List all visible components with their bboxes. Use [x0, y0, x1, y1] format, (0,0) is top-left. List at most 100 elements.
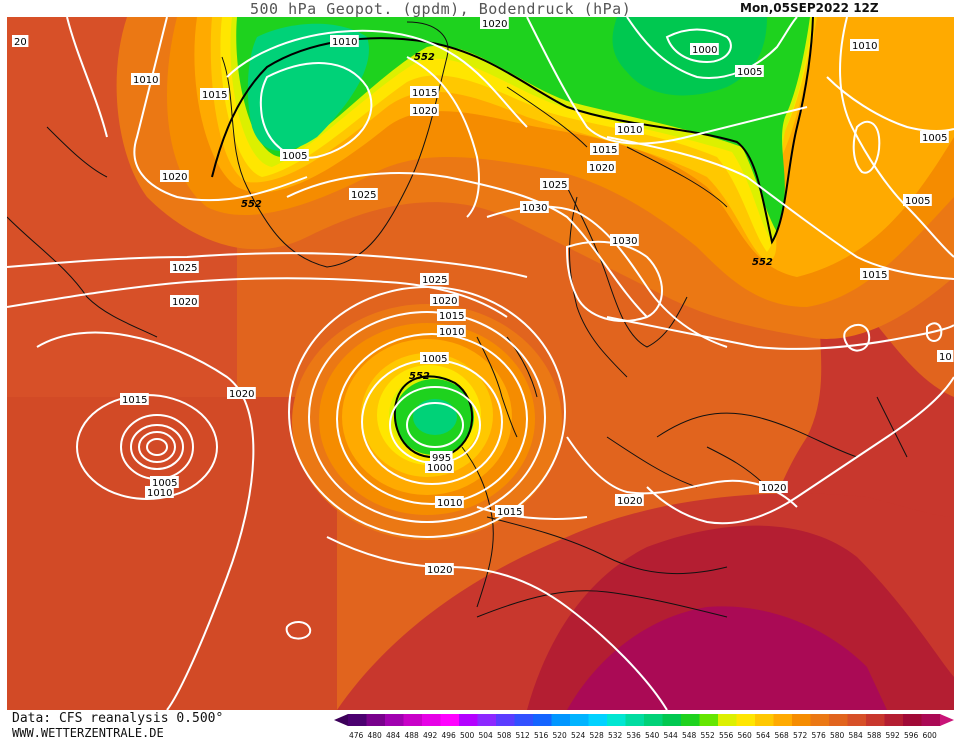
legend-swatch: [588, 714, 608, 726]
height-label-text: 552: [241, 199, 262, 210]
isobar-label: 1020: [410, 104, 439, 117]
legend-tick-label: 484: [386, 731, 401, 740]
legend-tick-label: 488: [405, 731, 420, 740]
isobar-label: 1010: [330, 35, 359, 48]
legend-tick-label: 552: [701, 731, 716, 740]
legend-tick-label: 528: [590, 731, 605, 740]
isobar-label: 1005: [420, 352, 449, 365]
isobar-label-text: 1020: [482, 19, 507, 30]
legend-swatch: [625, 714, 645, 726]
legend-tick-label: 520: [553, 731, 568, 740]
legend-swatch: [496, 714, 515, 726]
isobar-label: 1000: [425, 461, 454, 474]
legend-swatch: [736, 714, 756, 726]
legend-tick-label: 588: [867, 731, 882, 740]
isobar-label-text: 1015: [439, 311, 464, 322]
isobar-label: 995: [430, 451, 453, 464]
legend-tick-label: 580: [830, 731, 845, 740]
isobar-label-text: 1020: [589, 163, 614, 174]
legend-tick-label: 556: [719, 731, 734, 740]
isobar-label: 1010: [437, 325, 466, 338]
legend-tick-label: 536: [627, 731, 642, 740]
map-title: 500 hPa Geopot. (gpdm), Bodendruck (hPa): [250, 0, 632, 18]
isobar-label-text: 1020: [617, 496, 642, 507]
isobar-label-text: 1020: [162, 172, 187, 183]
height-label: 552: [409, 371, 430, 382]
legend-swatch: [773, 714, 793, 726]
height-label-text: 552: [752, 257, 773, 268]
height-label: 552: [414, 52, 435, 63]
legend-swatch: [755, 714, 774, 726]
legend-swatch: [921, 714, 941, 726]
legend-tick-label: 560: [738, 731, 753, 740]
isobar-label-text: 1020: [427, 565, 452, 576]
legend-tick-label: 476: [349, 731, 364, 740]
isobar-label: 10: [937, 350, 954, 363]
isobar-label-text: 1010: [437, 498, 462, 509]
legend-tick-label: 480: [368, 731, 383, 740]
field-africa-core: [567, 606, 887, 710]
legend-tick-label: 508: [497, 731, 512, 740]
isobar-label-text: 1020: [432, 296, 457, 307]
isobar-label-text: 1010: [332, 37, 357, 48]
isobar-label: 1020: [587, 161, 616, 174]
isobar-label-text: 1005: [922, 133, 947, 144]
legend-swatch: [644, 714, 663, 726]
isobar-label: 1015: [495, 505, 524, 518]
legend-swatch: [551, 714, 571, 726]
legend-swatch: [607, 714, 626, 726]
coastlines: [7, 21, 908, 618]
isobar-label-text: 1030: [522, 203, 547, 214]
legend-tick-label: 600: [923, 731, 938, 740]
field-southwest: [7, 397, 337, 710]
legend-swatch: [348, 714, 367, 726]
legend-tick-label: 504: [479, 731, 494, 740]
isobar-label: 1015: [437, 309, 466, 322]
low-core-inner: [413, 399, 457, 435]
legend-swatch: [662, 714, 682, 726]
isobar-label-text: 1010: [147, 488, 172, 499]
isobar-label: 1020: [425, 563, 454, 576]
legend-tick-label: 540: [645, 731, 660, 740]
isobar-label-text: 1010: [617, 125, 642, 136]
legend-tick-label: 492: [423, 731, 438, 740]
isobar-label-text: 10: [939, 352, 952, 363]
legend-tick-label: 592: [886, 731, 901, 740]
height-contour-552-north: [211, 17, 814, 245]
isobar-label: 1005: [903, 194, 932, 207]
legend-tick-label: 596: [904, 731, 919, 740]
map-header: 500 hPa Geopot. (gpdm), Bodendruck (hPa)…: [0, 0, 959, 18]
isobar-label: 1025: [420, 273, 449, 286]
isobar-label-text: 1030: [612, 236, 637, 247]
isobar-label-text: 1025: [542, 180, 567, 191]
isobar-label-text: 1025: [422, 275, 447, 286]
isobar-label: 1010: [435, 496, 464, 509]
isobar-label-text: 1025: [172, 263, 197, 274]
isobar-label: 1005: [280, 149, 309, 162]
height-labels: 552 552 552 552: [241, 52, 773, 382]
isobar-label-text: 1005: [905, 196, 930, 207]
isobar-label-text: 1010: [439, 327, 464, 338]
isobar-label-text: 1020: [761, 483, 786, 494]
isobar-label: 1020: [227, 387, 256, 400]
isobar-label-text: 20: [14, 37, 27, 48]
legend-swatch: [514, 714, 534, 726]
data-source: Data: CFS reanalysis 0.500°: [12, 711, 224, 726]
isobar-label: 1005: [150, 476, 179, 489]
isobar-label-text: 1015: [862, 270, 887, 281]
legend-tick-label: 516: [534, 731, 549, 740]
isobar-label: 1020: [480, 17, 509, 30]
height-label: 552: [241, 199, 262, 210]
legend-swatch: [533, 714, 552, 726]
legend-tick-label: 500: [460, 731, 475, 740]
isobar-label-text: 1015: [122, 395, 147, 406]
isobar-label: 1030: [610, 234, 639, 247]
isobar-label-text: 1010: [133, 75, 158, 86]
isobar-label: 1020: [430, 294, 459, 307]
field-greenland-green: [247, 23, 369, 151]
legend-swatch: [866, 714, 885, 726]
height-label-text: 552: [414, 52, 435, 63]
isobar-label: 1020: [759, 481, 788, 494]
legend-tick-label: 512: [516, 731, 531, 740]
